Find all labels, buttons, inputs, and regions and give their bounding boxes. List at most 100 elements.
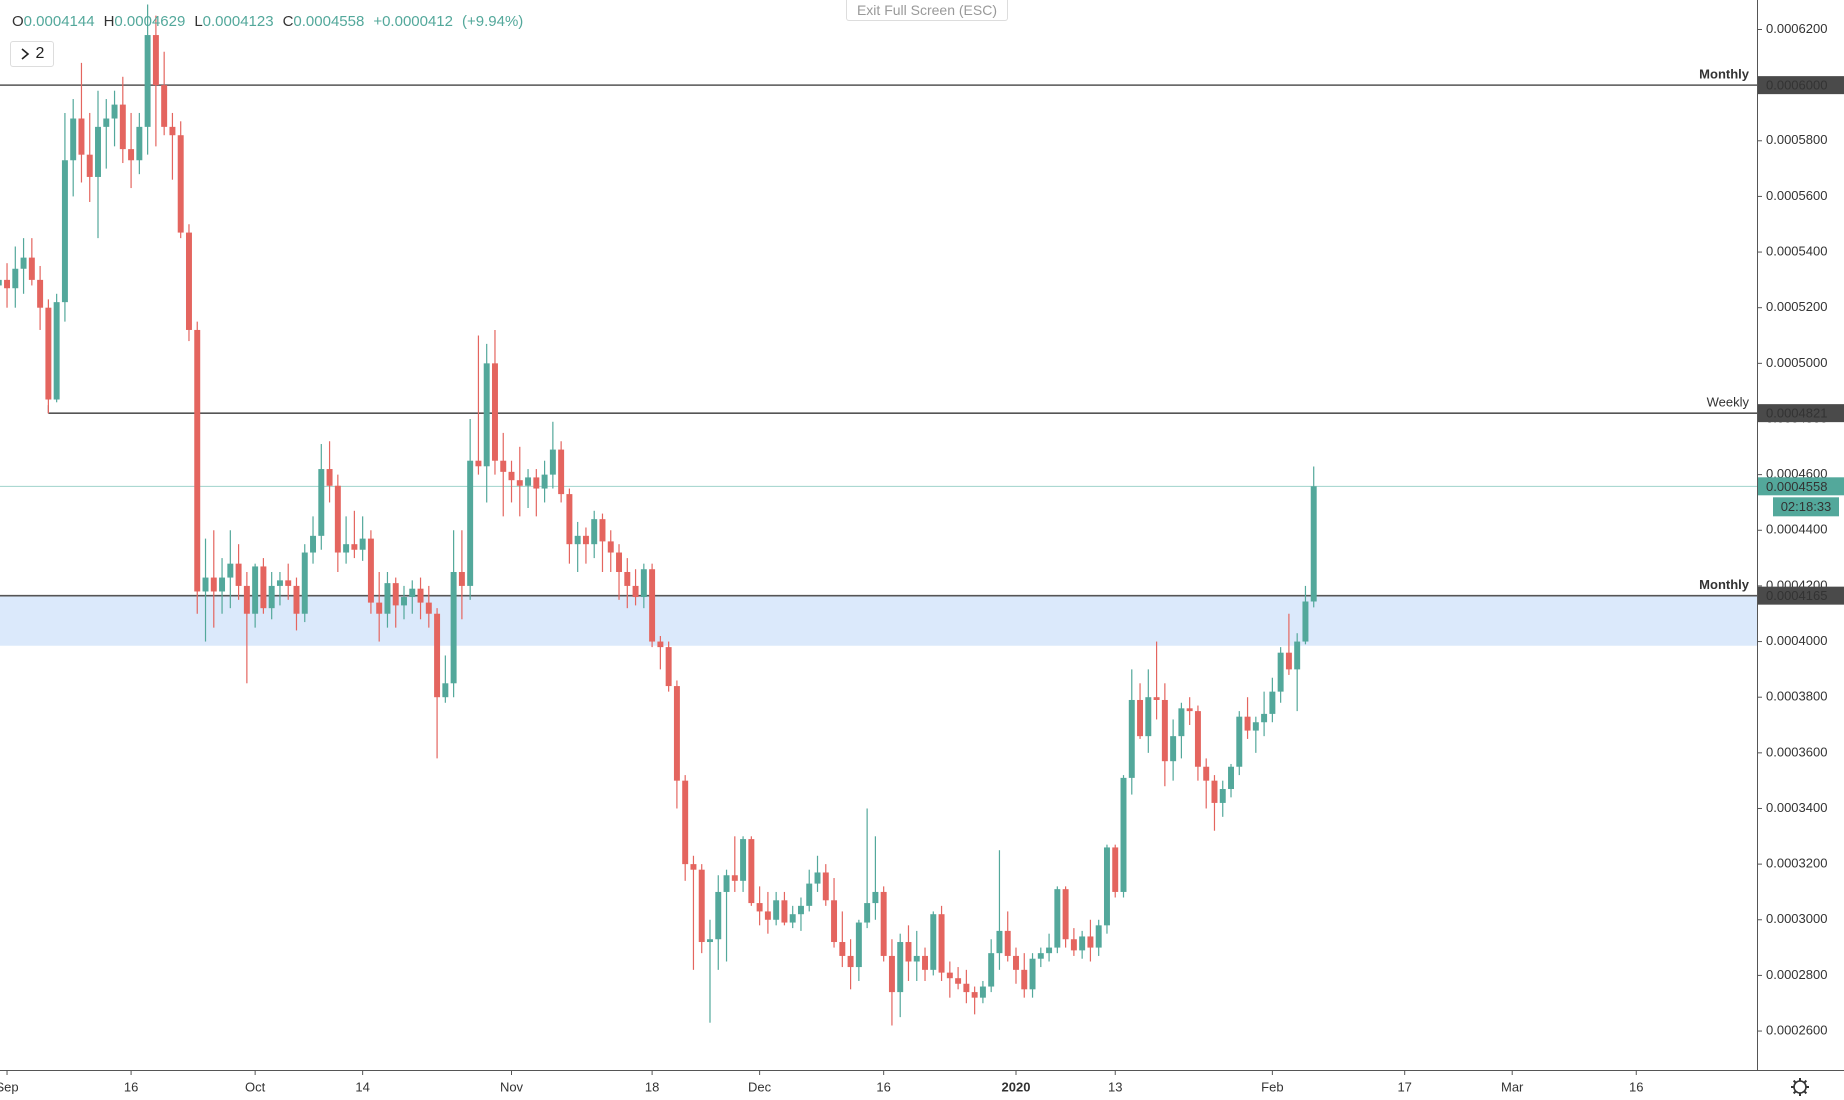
x-tick-label: 2020 bbox=[1002, 1079, 1031, 1094]
candle-body bbox=[343, 544, 350, 553]
candle-body bbox=[698, 869, 705, 943]
candle-body bbox=[467, 460, 474, 586]
candle-body bbox=[756, 903, 763, 912]
x-tick-label: 16 bbox=[876, 1079, 890, 1094]
candle-body bbox=[582, 535, 589, 545]
last-price-box bbox=[1758, 477, 1844, 496]
candle-body bbox=[1302, 601, 1309, 642]
candle-body bbox=[1079, 936, 1086, 951]
x-tick-label: 13 bbox=[1108, 1079, 1122, 1094]
y-tick-label: 0.0003400 bbox=[1766, 800, 1827, 815]
last-price-label: 0.0004558 bbox=[1766, 479, 1827, 494]
candle-body bbox=[864, 903, 871, 923]
candle-body bbox=[1046, 947, 1053, 954]
candle-body bbox=[61, 160, 68, 303]
candle-body bbox=[525, 477, 532, 486]
candle-body bbox=[458, 572, 465, 586]
candle-body bbox=[1285, 652, 1292, 670]
y-tick-label: 0.0006200 bbox=[1766, 21, 1827, 36]
countdown-box bbox=[1773, 497, 1839, 517]
candle-body bbox=[1170, 736, 1177, 762]
candle-body bbox=[483, 363, 490, 467]
exit-fullscreen-button[interactable]: Exit Full Screen (ESC) bbox=[846, 0, 1008, 21]
x-tick-label: 16 bbox=[1629, 1079, 1643, 1094]
candle-body bbox=[177, 135, 184, 233]
candle-body bbox=[624, 572, 631, 586]
candle-body bbox=[574, 535, 581, 545]
candle-body bbox=[20, 257, 27, 269]
candle-body bbox=[500, 460, 507, 472]
candle-body bbox=[1161, 699, 1168, 762]
y-tick-label: 0.0003800 bbox=[1766, 689, 1827, 704]
candle-body bbox=[665, 647, 672, 687]
candle-body bbox=[764, 911, 771, 920]
candle-body bbox=[797, 905, 804, 915]
candle-body bbox=[632, 585, 639, 598]
candle-body bbox=[731, 875, 738, 881]
interval-button[interactable]: 2 bbox=[10, 41, 54, 67]
candle-body bbox=[28, 257, 35, 280]
candle-body bbox=[111, 104, 118, 119]
change-pct: (+9.94%) bbox=[462, 13, 524, 30]
candle-body bbox=[822, 872, 829, 901]
candle-body bbox=[1112, 847, 1119, 892]
candle-body bbox=[1178, 708, 1185, 737]
candle-body bbox=[806, 883, 813, 906]
candle-body bbox=[161, 85, 168, 127]
candle-body bbox=[401, 597, 407, 606]
candle-body bbox=[549, 449, 556, 475]
candle-body bbox=[682, 780, 689, 865]
candle-body bbox=[70, 118, 77, 161]
candle-body bbox=[1219, 789, 1226, 803]
y-tick-label: 0.0003000 bbox=[1766, 911, 1827, 926]
candle-body bbox=[450, 572, 457, 684]
y-tick-label: 0.0002800 bbox=[1766, 967, 1827, 982]
candle-body bbox=[963, 983, 970, 993]
candle-body bbox=[1277, 652, 1284, 692]
candle-body bbox=[781, 900, 788, 923]
candle-body bbox=[649, 569, 656, 642]
candle-body bbox=[285, 580, 292, 586]
candle-body bbox=[194, 329, 201, 592]
candle-body bbox=[1236, 716, 1243, 767]
ohlc-letter: O bbox=[12, 13, 24, 30]
candle-body bbox=[1054, 889, 1061, 948]
level-price-label: 0.0006000 bbox=[1766, 78, 1827, 93]
candle-body bbox=[690, 864, 697, 870]
candle-body bbox=[748, 839, 755, 904]
candle-body bbox=[814, 872, 821, 884]
candle-body bbox=[301, 552, 308, 614]
candle-body bbox=[1261, 713, 1268, 723]
candle-body bbox=[1037, 953, 1044, 959]
candle-body bbox=[1203, 766, 1210, 781]
level-price-box bbox=[1758, 586, 1844, 605]
candle-body bbox=[773, 900, 780, 920]
candle-body bbox=[938, 914, 945, 973]
candle-body bbox=[442, 683, 449, 698]
level-name: Monthly bbox=[1699, 577, 1750, 592]
candle-body bbox=[996, 930, 1003, 954]
candle-body bbox=[384, 583, 391, 614]
candle-body bbox=[922, 955, 928, 970]
y-tick-label: 0.0005400 bbox=[1766, 243, 1827, 258]
candle-body bbox=[95, 126, 101, 177]
y-tick-label: 0.0004400 bbox=[1766, 522, 1827, 537]
settings-icon[interactable] bbox=[1791, 1078, 1809, 1096]
candle-body bbox=[946, 972, 953, 979]
candle-body bbox=[988, 953, 995, 987]
ohlc-letter: L bbox=[194, 13, 203, 30]
candle-body bbox=[1021, 969, 1028, 990]
x-tick-label: Oct bbox=[245, 1079, 266, 1094]
gear-ring bbox=[1793, 1080, 1807, 1094]
x-tick-label: Sep bbox=[0, 1079, 19, 1094]
y-tick-label: 0.0002600 bbox=[1766, 1022, 1827, 1037]
candle-body bbox=[12, 268, 19, 289]
candle-body bbox=[1153, 697, 1160, 700]
candle-body bbox=[53, 302, 60, 400]
candle-body bbox=[1310, 486, 1317, 602]
ohlc-value: 0.0004629 bbox=[114, 13, 186, 30]
level-price-label: 0.0004821 bbox=[1766, 406, 1827, 421]
candle-body bbox=[657, 641, 664, 648]
candle-body bbox=[351, 544, 358, 550]
level-name: Monthly bbox=[1699, 67, 1750, 82]
